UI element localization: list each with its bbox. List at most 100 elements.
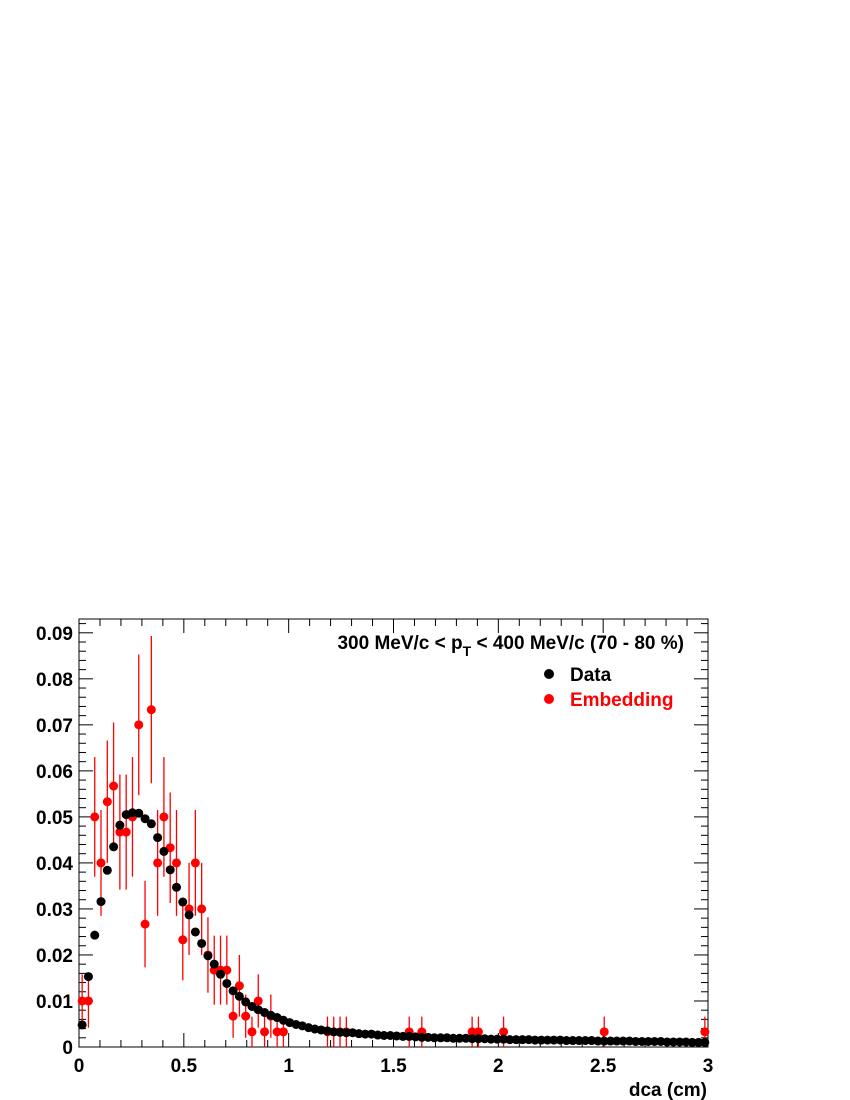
data-point [134, 808, 144, 818]
annotation-suffix: < 400 MeV/c (70 - 80 %) [471, 633, 684, 654]
data-point [77, 1020, 87, 1030]
embedding-point [260, 1027, 270, 1037]
data-point [234, 991, 244, 1001]
data-point [203, 951, 213, 961]
embedding-point [178, 935, 188, 945]
embedding-point [253, 996, 263, 1006]
embedding-point [153, 858, 163, 868]
data-point [165, 865, 175, 875]
legend-label-data: Data [570, 665, 612, 686]
data-point [618, 1036, 628, 1046]
legend-label-embedding: Embedding [570, 690, 673, 711]
data-point [429, 1033, 439, 1043]
embedding-point [190, 858, 200, 868]
annotation-prefix: 300 MeV/c < p [337, 633, 462, 654]
embedding-point [234, 981, 244, 991]
embedding-point [272, 1027, 282, 1037]
embedding-point [77, 996, 87, 1006]
legend-marker-embedding [544, 694, 554, 704]
data-point [140, 814, 150, 824]
data-point [115, 820, 125, 830]
data-point [209, 959, 219, 969]
data-point [216, 969, 226, 979]
data-point [536, 1035, 546, 1045]
selection-annotation: 300 MeV/c < pT < 400 MeV/c (70 - 80 %) [337, 633, 684, 659]
data-point [159, 846, 169, 856]
embedding-point [499, 1027, 509, 1037]
legend-marker-data [544, 669, 554, 679]
data-point [109, 842, 119, 852]
embedding-point [121, 827, 131, 837]
data-point [505, 1035, 515, 1045]
data-point [436, 1033, 446, 1043]
embedding-point [90, 812, 100, 822]
embedding-point [159, 812, 169, 822]
y-tick-label: 0.09 [36, 624, 73, 645]
data-point [687, 1037, 697, 1047]
embedding-point [109, 781, 119, 791]
data-point [662, 1037, 672, 1047]
x-tick-label: 2 [493, 1056, 504, 1077]
data-point [511, 1035, 521, 1045]
data-point [184, 910, 194, 920]
embedding-point [599, 1027, 609, 1037]
data-point [643, 1036, 653, 1046]
data-point [593, 1036, 603, 1046]
data-point [650, 1036, 660, 1046]
y-tick-label: 0.03 [36, 900, 73, 921]
embedding-point [115, 827, 125, 837]
data-point [492, 1034, 502, 1044]
embedding-point [102, 797, 112, 807]
data-point [360, 1029, 370, 1039]
data-point [222, 978, 232, 988]
data-point [153, 833, 163, 843]
data-point [398, 1031, 408, 1041]
data-point [190, 927, 200, 937]
data-point [473, 1034, 483, 1044]
embedding-point [197, 904, 207, 914]
x-axis-label: dca (cm) [629, 1080, 707, 1100]
x-tick-label: 1 [283, 1056, 294, 1077]
x-tick-label: 3 [703, 1056, 714, 1077]
data-point [467, 1034, 477, 1044]
data-point [637, 1036, 647, 1046]
data-point [675, 1037, 685, 1047]
y-tick-label: 0 [62, 1038, 73, 1059]
embedding-point [228, 1011, 238, 1021]
data-point [580, 1036, 590, 1046]
data-point [606, 1036, 616, 1046]
embedding-point [134, 720, 144, 730]
y-tick-label: 0.06 [36, 762, 73, 783]
annotation-subscript: T [463, 643, 472, 659]
data-point [631, 1036, 641, 1046]
data-point [694, 1037, 704, 1047]
data-point [241, 997, 251, 1007]
y-tick-label: 0.08 [36, 670, 73, 691]
embedding-point [700, 1027, 710, 1037]
y-tick-label: 0.01 [36, 992, 73, 1013]
series-layer [77, 636, 710, 1047]
data-point [599, 1036, 609, 1046]
y-tick-label: 0.07 [36, 716, 73, 737]
data-point [486, 1034, 496, 1044]
x-tick-label: 1.5 [380, 1056, 407, 1077]
data-point [171, 882, 181, 892]
data-point [146, 819, 156, 829]
data-point [90, 930, 100, 940]
data-point [96, 897, 106, 907]
data-point [574, 1036, 584, 1046]
y-tick-label: 0.02 [36, 946, 73, 967]
data-point [517, 1035, 527, 1045]
data-point [568, 1036, 578, 1046]
data-point [549, 1035, 559, 1045]
data-point [197, 938, 207, 948]
embedding-point [247, 1027, 257, 1037]
y-tick-label: 0.04 [36, 854, 73, 875]
legend: Data Embedding [544, 665, 673, 711]
axis-ticks [78, 619, 709, 1048]
embedding-point [96, 858, 106, 868]
data-point [543, 1035, 553, 1045]
x-tick-label: 0 [74, 1056, 85, 1077]
